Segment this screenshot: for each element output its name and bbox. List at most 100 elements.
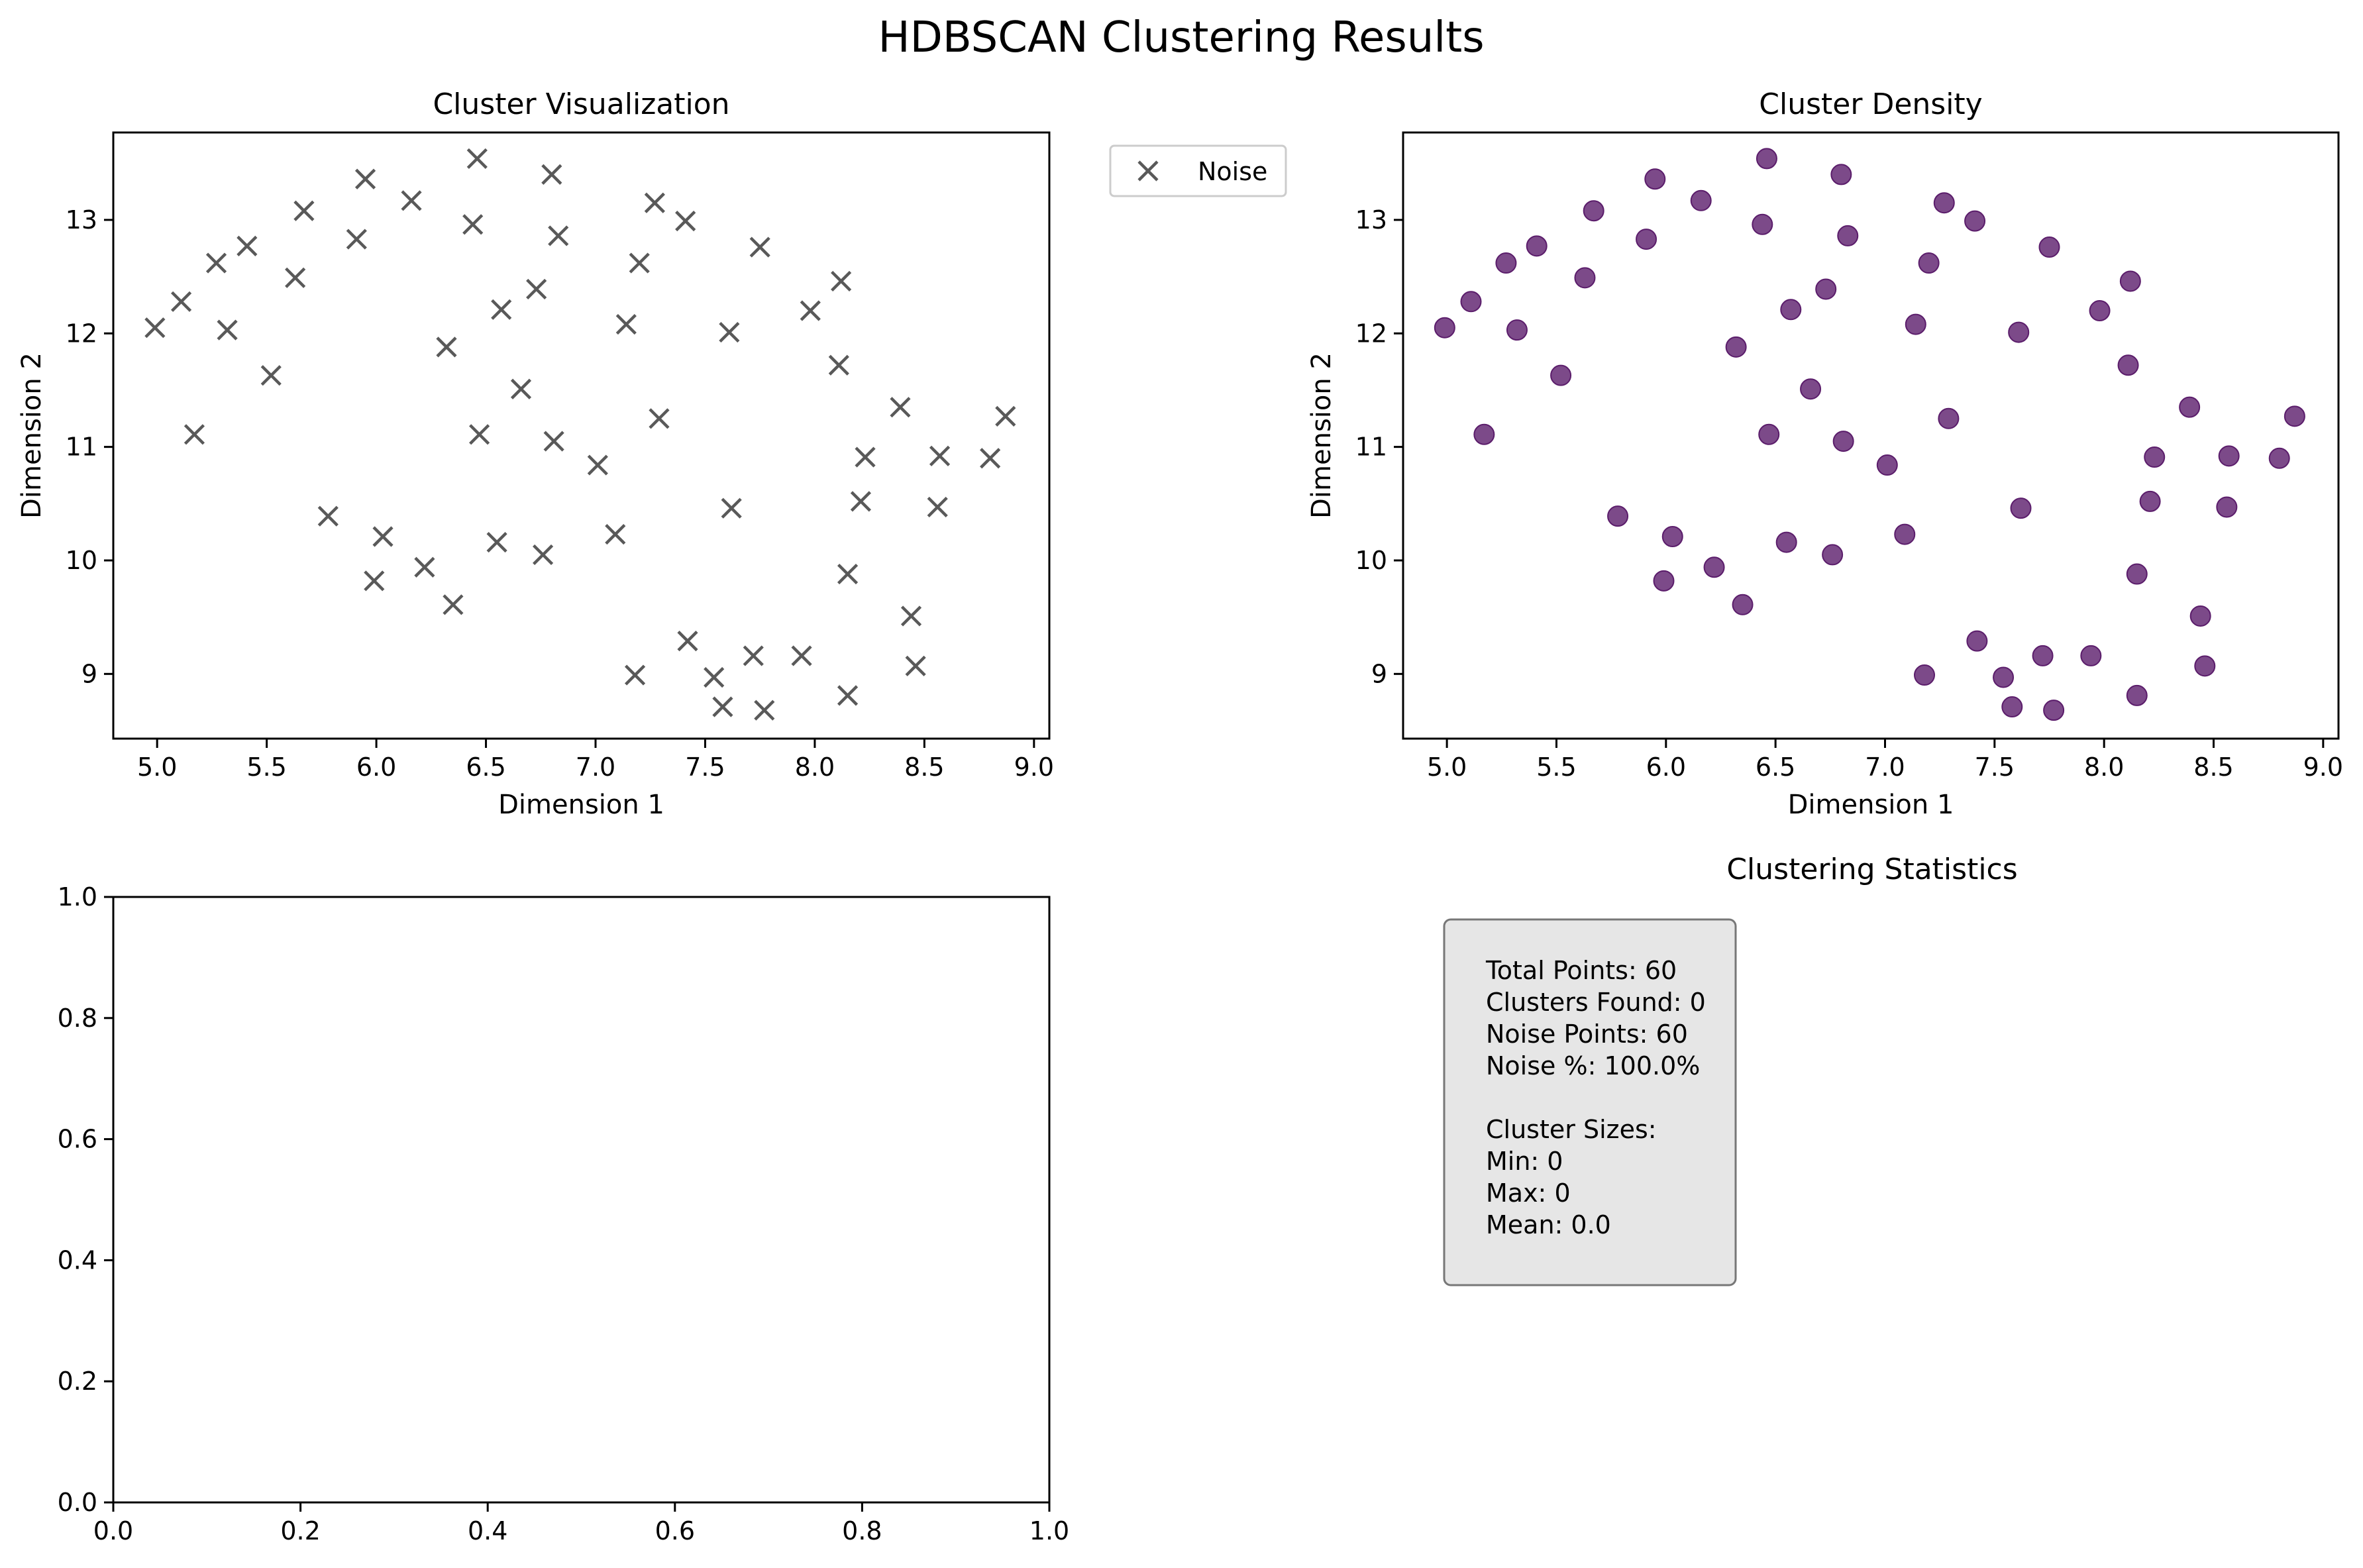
x-tick-label: 0.4 <box>468 1516 507 1545</box>
data-point-circle <box>1830 164 1852 185</box>
data-point-x-marker <box>462 214 484 235</box>
y-tick-label: 11 <box>66 433 97 462</box>
data-point-circle <box>1460 291 1482 313</box>
data-point-circle <box>2001 696 2023 718</box>
axes-title: Cluster Density <box>1759 87 1982 121</box>
axes-frame <box>112 131 1051 740</box>
data-point-circle <box>2216 496 2238 518</box>
y-tick-label: 10 <box>1355 546 1387 575</box>
data-point-x-marker <box>719 321 740 343</box>
data-point-x-marker <box>900 605 922 627</box>
data-point-circle <box>1775 531 1797 553</box>
y-tick-label: 12 <box>1355 319 1387 348</box>
data-point-x-marker <box>855 446 876 468</box>
x-tick-label: 1.0 <box>1029 1516 1069 1545</box>
data-point-circle <box>1894 523 1916 545</box>
data-point-circle <box>2144 446 2166 468</box>
data-point-x-marker <box>890 397 911 418</box>
data-point-x-marker <box>712 696 733 717</box>
data-point-circle <box>2268 447 2290 469</box>
data-point-circle <box>1822 544 1844 566</box>
y-tick-label: 9 <box>1371 659 1387 688</box>
data-point-x-marker <box>995 405 1016 427</box>
data-point-x-marker <box>469 424 490 445</box>
data-point-x-marker <box>629 252 650 274</box>
stats-lines: Total Points: 60 Clusters Found: 0 Noise… <box>1485 956 1706 1239</box>
data-point-circle <box>1653 570 1675 592</box>
data-point-circle <box>1434 317 1455 339</box>
x-axis-label: Dimension 1 <box>1788 790 1954 820</box>
data-point-x-marker <box>980 448 1001 469</box>
stats-title: Clustering Statistics <box>1726 853 2017 886</box>
data-point-circle <box>1550 364 1572 386</box>
y-tick-label: 13 <box>1355 205 1387 235</box>
data-point-circle <box>1732 594 1754 615</box>
data-point-circle <box>1993 666 2015 688</box>
x-tick-label: 0.8 <box>842 1516 882 1545</box>
stats-line: Noise %: 100.0% <box>1486 1051 1700 1080</box>
x-axis-label: Dimension 1 <box>498 790 664 820</box>
data-point-circle <box>1506 319 1528 341</box>
data-point-circle <box>2218 445 2240 467</box>
data-point-x-marker <box>443 594 464 615</box>
data-point-x-marker <box>510 378 532 399</box>
data-point-x-marker <box>905 655 926 676</box>
data-point-circle <box>1905 313 1926 335</box>
data-point-circle <box>2080 645 2102 666</box>
y-tick-label: 9 <box>81 659 97 688</box>
data-point-x-marker <box>800 300 821 321</box>
axes-frame <box>1402 131 2340 740</box>
data-point-circle <box>1780 299 1802 321</box>
data-point-x-marker <box>466 148 488 170</box>
data-point-x-marker <box>354 168 376 189</box>
x-tick-label: 8.5 <box>2193 753 2233 782</box>
data-point-x-marker <box>837 685 859 706</box>
data-point-circle <box>2194 655 2216 677</box>
data-point-x-marker <box>743 645 764 666</box>
x-tick-label: 7.0 <box>576 753 615 782</box>
data-point-circle <box>1607 505 1629 527</box>
data-point-circle <box>1876 454 1898 476</box>
x-tick-label: 0.6 <box>655 1516 695 1545</box>
data-point-circle <box>1661 526 1683 547</box>
data-point-x-marker <box>401 190 422 211</box>
x-tick-label: 8.5 <box>904 753 944 782</box>
data-point-circle <box>1837 225 1859 246</box>
data-point-circle <box>2126 684 2148 706</box>
data-point-x-marker <box>791 645 812 666</box>
legend: Noise <box>1109 144 1287 197</box>
data-point-circle <box>1800 378 1822 400</box>
data-point-x-marker <box>624 664 646 686</box>
data-point-circle <box>1690 189 1712 211</box>
data-point-circle <box>2043 700 2065 721</box>
data-point-circle <box>1526 235 1548 257</box>
legend-x-marker-icon <box>1137 160 1159 182</box>
data-point-x-marker <box>205 252 227 274</box>
data-point-x-marker <box>605 523 626 545</box>
data-point-x-marker <box>293 200 315 221</box>
stats-line: Total Points: 60 <box>1485 956 1677 985</box>
stats-box <box>1443 918 1737 1286</box>
y-axis-label: Dimension 2 <box>1306 352 1337 519</box>
data-point-circle <box>2010 497 2032 519</box>
data-point-x-marker <box>548 225 569 246</box>
data-point-x-marker <box>144 317 166 339</box>
data-point-x-marker <box>675 211 696 232</box>
x-tick-label: 5.0 <box>137 753 177 782</box>
data-point-x-marker <box>491 299 512 320</box>
x-tick-label: 6.5 <box>1756 753 1795 782</box>
data-point-x-marker <box>317 505 339 527</box>
data-point-x-marker <box>837 563 859 585</box>
stats-line: Max: 0 <box>1486 1178 1571 1208</box>
cluster-density-plot: Cluster Density 5.0 5.5 6.0 6.5 7.0 7.5 8.0 8.5 9… <box>1306 87 2343 820</box>
y-tick-label: 0.4 <box>58 1245 97 1275</box>
data-point-circle <box>2117 354 2139 376</box>
legend-marker-shape <box>1137 160 1159 182</box>
stats-line: Cluster Sizes: <box>1486 1115 1657 1144</box>
y-tick-label: 0.6 <box>58 1125 97 1154</box>
legend-label-noise: Noise <box>1198 157 1267 186</box>
y-tick-label: 12 <box>66 319 97 348</box>
data-point-circle <box>1473 423 1495 445</box>
data-point-circle <box>1756 148 1777 170</box>
